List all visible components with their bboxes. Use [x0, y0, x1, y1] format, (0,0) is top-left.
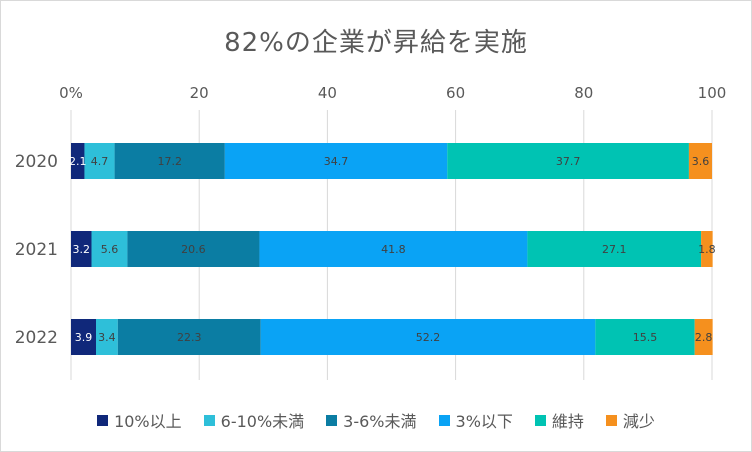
legend-item: 3%以下	[438, 408, 513, 432]
legend-item: 維持	[534, 408, 584, 432]
data-label: 1.8	[698, 243, 716, 256]
legend-swatch	[438, 414, 450, 426]
bar-segment	[71, 143, 85, 179]
x-tick-labels: 0% 20 40 60 80 100	[59, 84, 726, 102]
x-tick-label: 0%	[59, 84, 83, 102]
y-tick-label: 2022	[15, 328, 58, 348]
bar-segment	[71, 231, 92, 267]
data-label: 5.6	[101, 243, 119, 256]
chart-title: 82%の企業が昇給を実施	[224, 28, 528, 58]
legend-label: 6-10%未満	[220, 412, 305, 431]
legend-swatch	[203, 414, 215, 426]
y-tick-label: 2020	[15, 152, 58, 172]
data-label: 4.7	[91, 155, 109, 168]
bar-segment	[84, 143, 115, 179]
bar-segment	[701, 231, 713, 267]
x-tick-label: 20	[190, 84, 209, 102]
legend-label: 3%以下	[455, 412, 513, 431]
data-labels: 2.1 4.7 17.2 34.7 37.7 3.6 3.2 5.6 20.6 41.8 27.1 1…	[69, 155, 716, 344]
data-label: 52.2	[416, 331, 441, 344]
bar-segment	[595, 319, 695, 355]
x-tick-label: 40	[318, 84, 337, 102]
legend-label: 減少	[622, 412, 655, 431]
legend-label: 維持	[551, 412, 584, 431]
legend-item: 6-10%未満	[203, 408, 305, 432]
data-label: 15.5	[633, 331, 658, 344]
bar-segment	[527, 231, 702, 267]
y-tick-label: 2021	[15, 240, 58, 260]
x-tick-label: 60	[446, 84, 465, 102]
bar-segment	[260, 319, 596, 355]
legend-item: 10%以上	[97, 408, 182, 432]
x-tick-label: 80	[574, 84, 593, 102]
legend-label: 10%以上	[114, 412, 182, 431]
bar-segment	[71, 319, 96, 355]
legend-swatch	[605, 414, 617, 426]
bar-segment	[224, 143, 448, 179]
bar-segment	[95, 319, 118, 355]
legend-swatch	[326, 414, 338, 426]
data-label: 3.4	[98, 331, 116, 344]
x-tick-label: 100	[698, 84, 727, 102]
legend: 10%以上 6-10%未満 3-6%未満 3%以下 維持 減少	[0, 408, 752, 432]
data-label: 20.6	[181, 243, 206, 256]
bar-segment	[127, 231, 260, 267]
bar-segment	[447, 143, 689, 179]
data-label: 3.9	[75, 331, 93, 344]
data-label: 22.3	[177, 331, 202, 344]
bar-segment	[259, 231, 528, 267]
bar-segment	[694, 319, 713, 355]
bar-segment	[688, 143, 712, 179]
bar-segment	[117, 319, 261, 355]
bar-segment	[91, 231, 128, 267]
legend-swatch	[97, 414, 109, 426]
bars	[71, 143, 713, 355]
data-label: 34.7	[324, 155, 349, 168]
data-label: 2.1	[69, 155, 87, 168]
y-tick-labels: 2020 2021 2022	[15, 152, 58, 348]
data-label: 17.2	[157, 155, 182, 168]
legend-label: 3-6%未満	[343, 412, 417, 431]
data-label: 41.8	[381, 243, 406, 256]
data-label: 3.6	[692, 155, 710, 168]
data-label: 27.1	[602, 243, 627, 256]
bar-segment	[114, 143, 225, 179]
data-label: 3.2	[73, 243, 91, 256]
legend-item: 3-6%未満	[326, 408, 417, 432]
legend-swatch	[534, 414, 546, 426]
data-label: 2.8	[695, 331, 713, 344]
data-label: 37.7	[556, 155, 581, 168]
legend-item: 減少	[605, 408, 655, 432]
